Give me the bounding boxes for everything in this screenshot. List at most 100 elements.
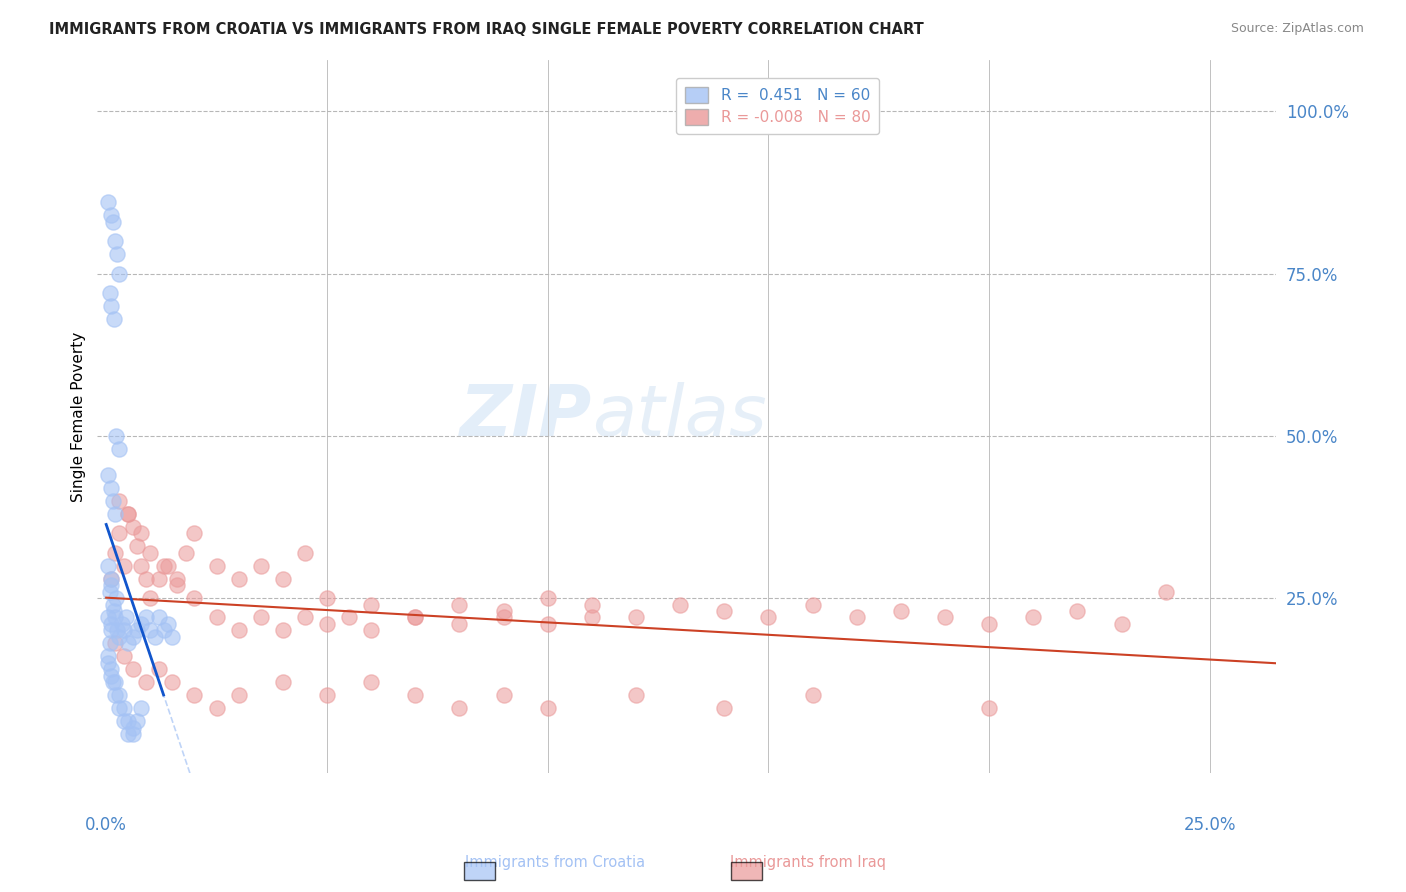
Point xyxy=(117,507,139,521)
Point xyxy=(121,727,143,741)
Point xyxy=(125,624,148,638)
Point xyxy=(1022,610,1045,624)
Point xyxy=(97,558,120,573)
Point xyxy=(97,656,120,670)
Point xyxy=(183,689,205,703)
Point xyxy=(271,624,294,638)
Point xyxy=(104,507,127,521)
Point xyxy=(104,429,127,443)
Point xyxy=(449,617,471,632)
Point xyxy=(624,610,647,624)
Point xyxy=(360,598,382,612)
Point xyxy=(104,689,127,703)
Point xyxy=(162,630,184,644)
Text: atlas: atlas xyxy=(592,382,768,450)
Point xyxy=(316,591,339,605)
Point xyxy=(228,572,250,586)
Point xyxy=(205,701,228,715)
Point xyxy=(100,624,122,638)
Point xyxy=(101,215,124,229)
Legend: R =  0.451   N = 60, R = -0.008   N = 80: R = 0.451 N = 60, R = -0.008 N = 80 xyxy=(676,78,880,135)
Point xyxy=(934,610,956,624)
Point xyxy=(117,636,139,650)
Text: 25.0%: 25.0% xyxy=(1184,816,1236,834)
Point xyxy=(537,701,560,715)
Point xyxy=(979,617,1001,632)
Point xyxy=(135,675,157,690)
Point xyxy=(801,598,824,612)
Point xyxy=(152,624,174,638)
Point xyxy=(108,689,131,703)
Point xyxy=(139,546,162,560)
Point xyxy=(156,558,179,573)
Point xyxy=(166,572,188,586)
Point xyxy=(581,598,603,612)
Point xyxy=(135,610,157,624)
Point xyxy=(316,689,339,703)
Text: Immigrants from Croatia: Immigrants from Croatia xyxy=(465,855,645,870)
Point xyxy=(449,598,471,612)
Point xyxy=(103,604,125,618)
Point xyxy=(100,578,122,592)
Point xyxy=(249,558,271,573)
Text: ZIP: ZIP xyxy=(460,382,592,450)
Point xyxy=(758,610,780,624)
Point xyxy=(271,675,294,690)
Point xyxy=(121,630,143,644)
Point xyxy=(107,442,129,456)
Point xyxy=(104,675,127,690)
Point xyxy=(845,610,868,624)
Point xyxy=(537,591,560,605)
Point xyxy=(101,675,124,690)
Point xyxy=(135,572,157,586)
Point xyxy=(492,604,515,618)
Point xyxy=(108,701,131,715)
Text: IMMIGRANTS FROM CROATIA VS IMMIGRANTS FROM IRAQ SINGLE FEMALE POVERTY CORRELATIO: IMMIGRANTS FROM CROATIA VS IMMIGRANTS FR… xyxy=(49,22,924,37)
Point xyxy=(100,572,122,586)
Point xyxy=(131,526,153,541)
Point xyxy=(404,610,426,624)
Point xyxy=(111,617,134,632)
Point xyxy=(117,714,139,729)
Point xyxy=(271,572,294,586)
Point xyxy=(112,624,135,638)
Point xyxy=(101,598,124,612)
Point xyxy=(148,610,170,624)
Point xyxy=(492,610,515,624)
Text: Source: ZipAtlas.com: Source: ZipAtlas.com xyxy=(1230,22,1364,36)
Point xyxy=(115,610,138,624)
Point xyxy=(97,195,120,210)
Point xyxy=(360,624,382,638)
Point xyxy=(143,630,166,644)
Point xyxy=(104,591,127,605)
Point xyxy=(105,624,128,638)
Point xyxy=(148,572,170,586)
Text: Immigrants from Iraq: Immigrants from Iraq xyxy=(731,855,886,870)
Point xyxy=(117,727,139,741)
Point xyxy=(156,617,179,632)
Point xyxy=(360,675,382,690)
Point xyxy=(492,689,515,703)
Point xyxy=(104,636,127,650)
Point xyxy=(1111,617,1133,632)
Point xyxy=(97,610,120,624)
Point xyxy=(104,234,127,248)
Point xyxy=(121,662,143,676)
Point xyxy=(624,689,647,703)
Point xyxy=(100,662,122,676)
Point xyxy=(139,624,162,638)
Point xyxy=(294,546,316,560)
Point xyxy=(100,208,122,222)
Point xyxy=(100,299,122,313)
Point xyxy=(97,467,120,482)
Point xyxy=(121,721,143,735)
Point xyxy=(108,526,131,541)
Point xyxy=(105,247,128,261)
Point xyxy=(104,546,127,560)
Point xyxy=(112,701,135,715)
Point xyxy=(131,701,153,715)
Text: 0.0%: 0.0% xyxy=(86,816,127,834)
Point xyxy=(148,662,170,676)
Point xyxy=(125,714,148,729)
Point xyxy=(713,701,735,715)
